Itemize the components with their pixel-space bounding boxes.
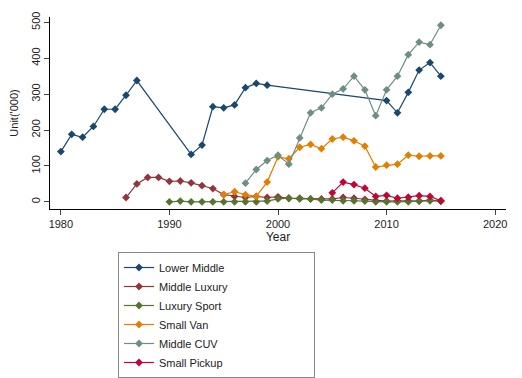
svg-text:Luxury Sport: Luxury Sport bbox=[159, 300, 221, 312]
svg-text:Lower Middle: Lower Middle bbox=[159, 262, 224, 274]
svg-text:Small Van: Small Van bbox=[159, 319, 208, 331]
svg-text:2000: 2000 bbox=[266, 218, 290, 230]
svg-text:2020: 2020 bbox=[483, 218, 507, 230]
svg-text:Unit('000): Unit('000) bbox=[8, 89, 20, 136]
svg-text:Small Pickup: Small Pickup bbox=[159, 357, 223, 369]
svg-text:Year: Year bbox=[266, 230, 290, 244]
svg-text:0: 0 bbox=[30, 197, 42, 203]
svg-text:300: 300 bbox=[30, 83, 42, 101]
svg-text:Middle Luxury: Middle Luxury bbox=[159, 281, 228, 293]
svg-text:Middle CUV: Middle CUV bbox=[159, 338, 218, 350]
svg-text:1990: 1990 bbox=[157, 218, 181, 230]
svg-text:100: 100 bbox=[30, 155, 42, 173]
svg-text:2010: 2010 bbox=[374, 218, 398, 230]
svg-text:200: 200 bbox=[30, 119, 42, 137]
svg-text:400: 400 bbox=[30, 47, 42, 65]
svg-text:500: 500 bbox=[30, 12, 42, 30]
svg-text:1980: 1980 bbox=[49, 218, 73, 230]
